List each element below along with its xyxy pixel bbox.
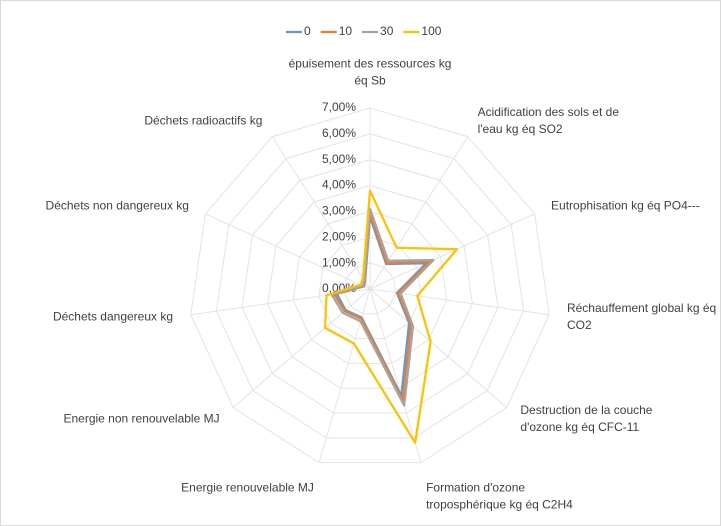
y-tick-label: 7,00%	[322, 100, 356, 114]
legend-label: 10	[339, 24, 353, 38]
category-label: Eutrophisation kg éq PO4---	[551, 199, 700, 213]
grid-line	[343, 262, 397, 315]
y-tick-label: 5,00%	[322, 152, 356, 166]
category-label: Energie non renouvelable MJ	[63, 411, 219, 425]
legend-label: 0	[304, 24, 311, 38]
category-label: Déchets non dangereux kg	[46, 199, 189, 213]
category-label: Acidification des sols et de l'eau kg éq …	[478, 105, 620, 136]
category-label: épuisement des ressources kg éq Sb	[289, 57, 452, 88]
category-label: Destruction de la couche d'ozone kg éq CF…	[520, 403, 652, 434]
legend-label: 30	[380, 24, 394, 38]
series-line	[323, 189, 459, 444]
category-label: Energie renouvelable MJ	[181, 481, 314, 495]
category-label: Déchets dangereux kg	[53, 309, 173, 323]
spoke	[271, 136, 371, 290]
series-line	[330, 207, 435, 407]
grid-line	[292, 210, 448, 364]
spoke	[369, 213, 535, 290]
category-label: Réchauffement global kg éq CO2	[567, 301, 716, 332]
spoke	[369, 288, 422, 463]
category-label: Déchets radioactifs kg	[144, 114, 262, 128]
y-tick-label: 4,00%	[322, 178, 356, 192]
y-tick-label: 3,00%	[322, 204, 356, 218]
grid-line	[267, 185, 473, 389]
grid-line	[215, 133, 525, 439]
y-tick-label: 2,00%	[322, 229, 356, 243]
y-tick-label: 6,00%	[322, 126, 356, 140]
spoke	[232, 288, 371, 408]
y-tick-label: 1,00%	[322, 255, 356, 269]
grid-line	[241, 159, 499, 414]
spoke	[369, 288, 508, 408]
grid-line	[190, 107, 550, 464]
spoke	[205, 213, 371, 290]
legend-label: 100	[421, 24, 441, 38]
category-label: Formation d'ozone troposphérique kg éq C2…	[426, 481, 573, 512]
